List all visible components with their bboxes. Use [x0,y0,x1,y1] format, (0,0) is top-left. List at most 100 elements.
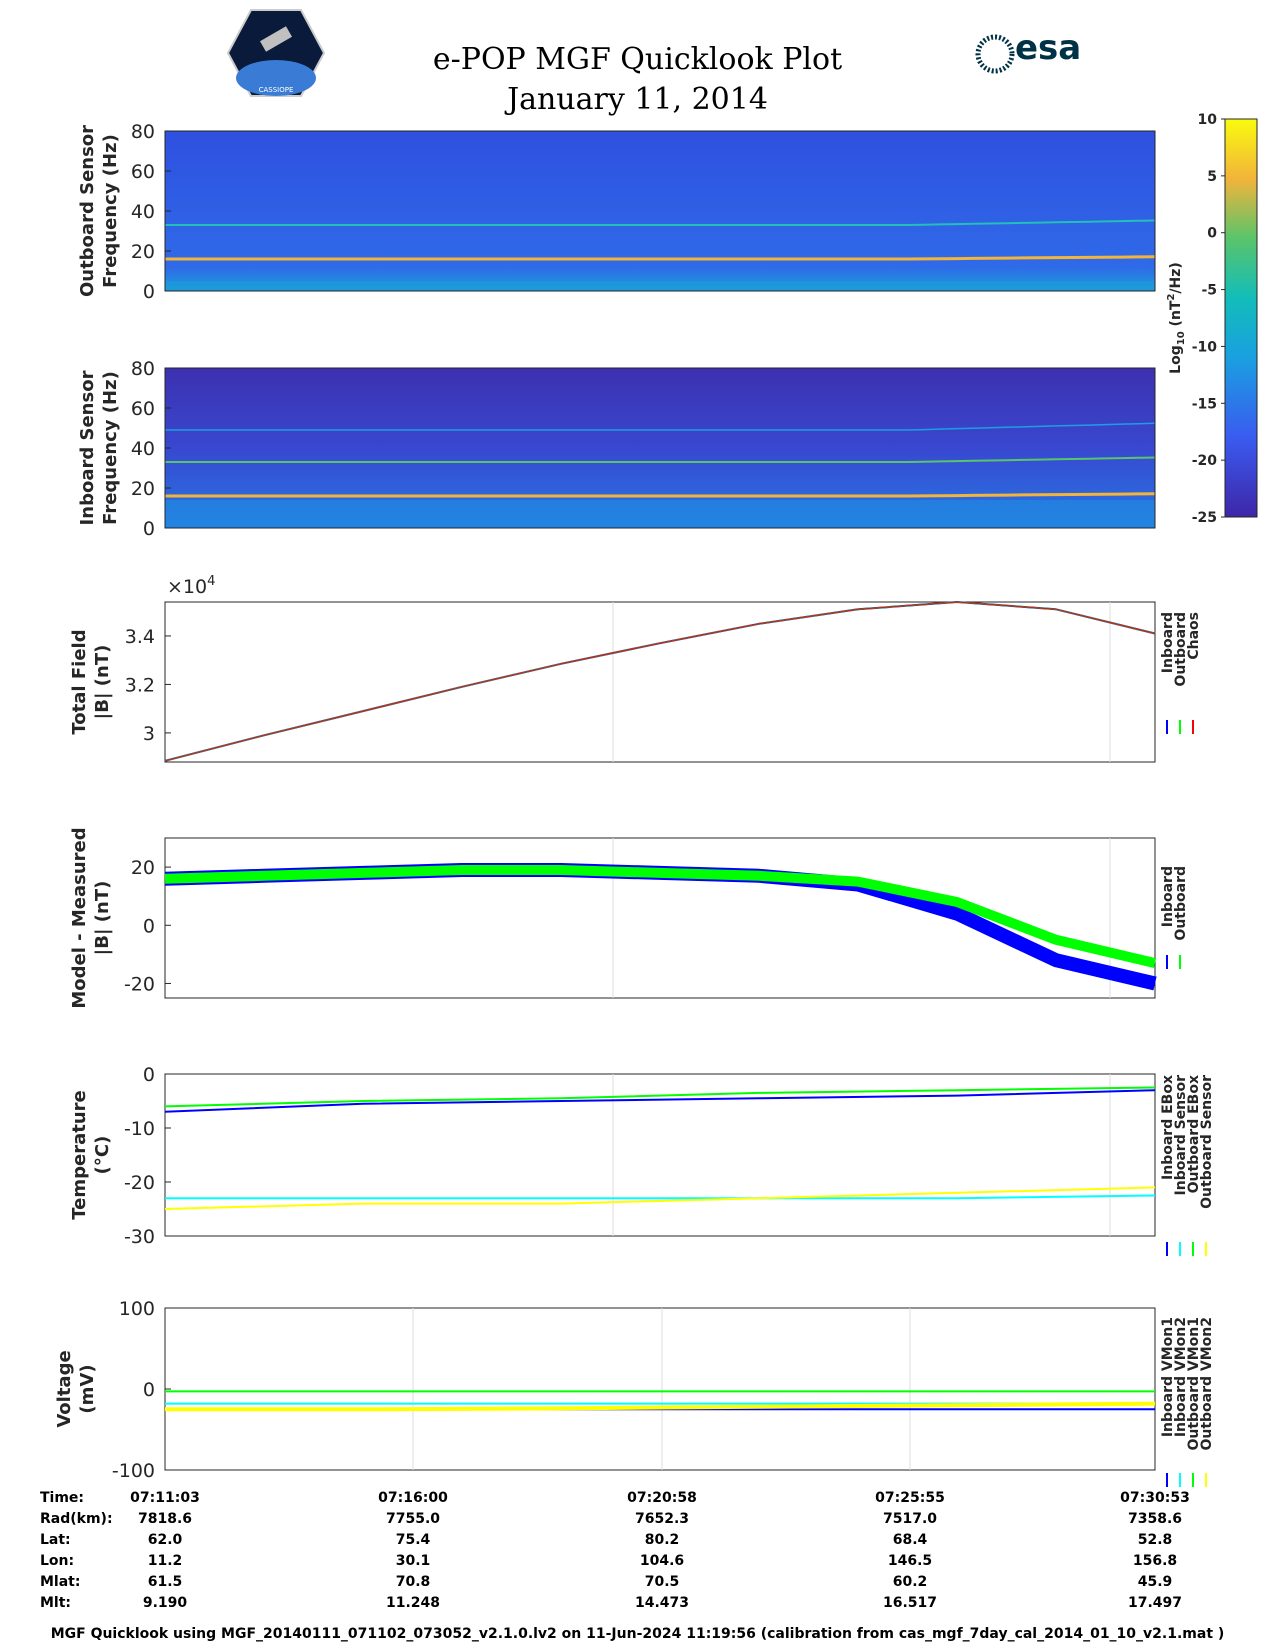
legend-label: Inboard [1160,612,1176,673]
total-field-ylabel-1: Total Field [69,629,90,734]
voltage-ylabel-1: Voltage [54,1350,75,1427]
legend-label: Chaos [1186,612,1202,660]
colorbar-tick-label: -5 [1201,283,1217,299]
colorbar-tick-label: 0 [1207,226,1217,242]
ephemeris-cell: 104.6 [639,1553,685,1569]
model-measured-series [164,863,1157,991]
inboard-spectrogram-panel: 80 60 40 20 0 Inboard Sensor Frequency (Hz) [77,358,1156,540]
ephemeris-cell: 146.5 [887,1553,933,1569]
colorbar-tick-label: 5 [1207,169,1217,185]
ytick-label: 0 [143,1379,155,1401]
legend-label: Inboard Sensor [1173,1075,1189,1196]
inboard-49hz-line [165,422,1156,431]
ytick-label: 20 [131,478,155,500]
plot-date: January 11, 2014 [507,82,768,117]
ephemeris-cell: 9.190 [142,1595,188,1611]
ephemeris-cell: 07:25:55 [875,1490,945,1506]
colorbar-tick-label: -15 [1192,396,1217,412]
legend-label: Outboard VMon1 [1186,1317,1202,1451]
outboard-16hz-line [165,255,1156,261]
ephemeris-cell: 68.4 [892,1532,928,1548]
ephemeris-row-label: Rad(km): [40,1511,113,1527]
ephemeris-row-label: Mlat: [40,1574,81,1590]
ephemeris-cell: 75.4 [395,1532,431,1548]
colorbar-ticks: 10 5 0 -5 -10 -15 -20 -25 [1192,112,1225,526]
voltage-ylabel-2: (mV) [77,1364,98,1413]
inboard-spec-ylabel-2: Frequency (Hz) [100,371,121,525]
legend-label: Outboard EBox [1186,1075,1202,1193]
ephemeris-cell: 52.8 [1137,1532,1173,1548]
ytick-label: -30 [124,1226,155,1248]
ephemeris-cell: 70.8 [395,1574,431,1590]
legend-label: Outboard VMon2 [1199,1317,1215,1451]
ephemeris-cell: 7358.6 [1127,1511,1183,1527]
ephemeris-cell: 30.1 [395,1553,431,1569]
total-field-panel: 3.4 3.2 3 ×104 Total Field |B| (nT) Inboar… [69,574,1202,763]
ytick-label: -20 [124,1172,155,1194]
ephemeris-cell: 11.2 [147,1553,183,1569]
voltage-panel: 100 0 -100 Voltage (mV) Inboard VMon1Inboa… [54,1298,1215,1487]
ephemeris-cell: 62.0 [147,1532,183,1548]
outboard-spec-ylabel-2: Frequency (Hz) [100,134,121,288]
ytick-label: 3.4 [125,626,155,648]
inboard-16hz-line [165,492,1156,498]
ephemeris-cell: 7818.6 [137,1511,193,1527]
esa-logo-text: esa [1015,28,1082,68]
ephemeris-row-label: Time: [40,1490,85,1506]
ytick-label: 0 [143,518,155,540]
legend-label: Inboard [1160,866,1176,927]
model-measured-ylabel-1: Model - Measured [69,827,90,1008]
ephemeris-cell: 70.5 [644,1574,680,1590]
ytick-label: 40 [131,438,155,460]
ytick-label: 20 [131,857,155,879]
model-measured-ylabel-2: |B| (nT) [92,881,113,956]
cassiope-logo-text: CASSIOPE [259,86,294,94]
total-field-yticks: 3.4 3.2 3 [125,626,171,745]
ytick-label: -20 [124,973,155,995]
ephemeris-row-label: Mlt: [40,1595,72,1611]
inboard-spectrogram-yticks: 80 60 40 20 0 [131,358,171,540]
ytick-label: -10 [124,1118,155,1140]
ephemeris-cell: 45.9 [1137,1574,1173,1590]
ephemeris-cell: 60.2 [892,1574,928,1590]
ephemeris-row-label: Lat: [40,1532,71,1548]
colorbar-tick-label: 10 [1198,112,1218,128]
ephemeris-cell: 07:11:03 [130,1490,200,1506]
ytick-label: 3 [143,723,155,745]
series-chaos [164,601,1156,762]
model-measured-yticks: 20 0 -20 [124,857,171,995]
ephemeris-cell: 17.497 [1127,1595,1183,1611]
ytick-label: 80 [131,121,155,143]
temperature-yticks: 0 -10 -20 -30 [124,1064,171,1248]
ephemeris-cell: 7652.3 [634,1511,690,1527]
ytick-label: 0 [143,281,155,303]
ephemeris-row-label: Lon: [40,1553,75,1569]
model-measured-panel: 20 0 -20 Model - Measured |B| (nT) Inboard… [69,827,1189,1008]
colorbar-tick-label: -25 [1192,510,1217,526]
legend-label: Outboard Sensor [1199,1075,1215,1209]
ytick-label: 40 [131,201,155,223]
temperature-ylabel-2: (°C) [92,1136,113,1175]
temperature-series [164,1086,1156,1210]
voltage-yticks: 100 0 -100 [112,1298,171,1482]
ytick-label: 20 [131,241,155,263]
colorbar-tick-label: -10 [1192,339,1218,355]
legend-label: Inboard VMon2 [1173,1317,1189,1437]
series-inboard-ebox [164,1089,1156,1113]
series-outboard-vmon2 [165,1401,1156,1412]
ytick-label: 3.2 [125,674,155,696]
series-inboard-sensor [165,1194,1156,1200]
ytick-label: -100 [112,1460,155,1482]
inboard-spec-ylabel-1: Inboard Sensor [77,370,98,525]
ephemeris-cell: 61.5 [147,1574,183,1590]
total-field-ylabel-2: |B| (nT) [92,645,113,720]
legend-label: Inboard EBox [1160,1075,1176,1180]
total-field-series [164,601,1156,762]
outboard-spectrogram-yticks: 80 60 40 20 0 [131,121,171,303]
ephemeris-cell: 16.517 [882,1595,938,1611]
colorbar: 10 5 0 -5 -10 -15 -20 -25 Log10 (nT2/Hz) [1166,112,1258,526]
